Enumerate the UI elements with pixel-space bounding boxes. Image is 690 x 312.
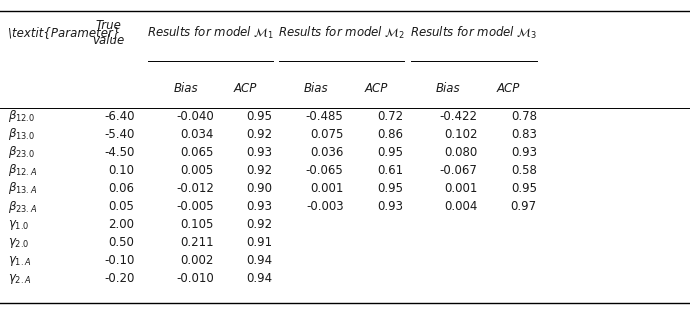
- Text: $\beta_{23.0}$: $\beta_{23.0}$: [8, 144, 35, 160]
- Text: 0.92: 0.92: [246, 218, 273, 231]
- Text: -0.010: -0.010: [176, 272, 214, 285]
- Text: $\beta_{23.A}$: $\beta_{23.A}$: [8, 198, 37, 215]
- Text: 0.001: 0.001: [444, 182, 477, 195]
- Text: Results for model $\mathcal{M}_1$: Results for model $\mathcal{M}_1$: [147, 25, 274, 41]
- Text: 0.036: 0.036: [310, 146, 344, 159]
- Text: -0.003: -0.003: [306, 200, 344, 213]
- Text: -0.005: -0.005: [176, 200, 214, 213]
- Text: Results for model $\mathcal{M}_2$: Results for model $\mathcal{M}_2$: [278, 25, 405, 41]
- Text: -6.40: -6.40: [104, 110, 135, 123]
- Text: 0.105: 0.105: [181, 218, 214, 231]
- Text: 0.005: 0.005: [181, 164, 214, 177]
- Text: -0.20: -0.20: [104, 272, 135, 285]
- Text: 0.58: 0.58: [511, 164, 537, 177]
- Text: -0.040: -0.040: [176, 110, 214, 123]
- Text: 0.06: 0.06: [108, 182, 135, 195]
- Text: 0.95: 0.95: [377, 182, 404, 195]
- Text: -5.40: -5.40: [104, 128, 135, 141]
- Text: 0.075: 0.075: [310, 128, 344, 141]
- Text: -0.485: -0.485: [306, 110, 344, 123]
- Text: -0.065: -0.065: [306, 164, 344, 177]
- Text: $\gamma_{2.A}$: $\gamma_{2.A}$: [8, 272, 32, 286]
- Text: $\gamma_{1.0}$: $\gamma_{1.0}$: [8, 218, 30, 232]
- Text: 0.94: 0.94: [246, 254, 273, 267]
- Text: 0.83: 0.83: [511, 128, 537, 141]
- Text: -0.10: -0.10: [104, 254, 135, 267]
- Text: 0.95: 0.95: [377, 146, 404, 159]
- Text: 0.86: 0.86: [377, 128, 404, 141]
- Text: 0.93: 0.93: [377, 200, 404, 213]
- Text: 2.00: 2.00: [108, 218, 135, 231]
- Text: 0.95: 0.95: [246, 110, 273, 123]
- Text: $\beta_{13.0}$: $\beta_{13.0}$: [8, 126, 35, 142]
- Text: 0.211: 0.211: [180, 236, 214, 249]
- Text: 0.92: 0.92: [246, 164, 273, 177]
- Text: 0.93: 0.93: [246, 200, 273, 213]
- Text: Bias: Bias: [436, 82, 461, 95]
- Text: $\beta_{12.0}$: $\beta_{12.0}$: [8, 108, 35, 124]
- Text: 0.93: 0.93: [246, 146, 273, 159]
- Text: 0.102: 0.102: [444, 128, 477, 141]
- Text: 0.05: 0.05: [109, 200, 135, 213]
- Text: Results for model $\mathcal{M}_3$: Results for model $\mathcal{M}_3$: [410, 25, 538, 41]
- Text: 0.72: 0.72: [377, 110, 404, 123]
- Text: Bias: Bias: [173, 82, 198, 95]
- Text: -4.50: -4.50: [104, 146, 135, 159]
- Text: 0.93: 0.93: [511, 146, 537, 159]
- Text: -0.422: -0.422: [440, 110, 477, 123]
- Text: 0.92: 0.92: [246, 128, 273, 141]
- Text: -0.067: -0.067: [440, 164, 477, 177]
- Text: ACP: ACP: [497, 82, 520, 95]
- Text: 0.61: 0.61: [377, 164, 404, 177]
- Text: 0.90: 0.90: [246, 182, 273, 195]
- Text: 0.50: 0.50: [109, 236, 135, 249]
- Text: 0.080: 0.080: [444, 146, 477, 159]
- Text: ACP: ACP: [233, 82, 257, 95]
- Text: 0.004: 0.004: [444, 200, 477, 213]
- Text: 0.95: 0.95: [511, 182, 537, 195]
- Text: $\gamma_{1.A}$: $\gamma_{1.A}$: [8, 254, 32, 268]
- Text: 0.10: 0.10: [108, 164, 135, 177]
- Text: $\beta_{12.A}$: $\beta_{12.A}$: [8, 162, 37, 178]
- Text: Bias: Bias: [304, 82, 328, 95]
- Text: 0.91: 0.91: [246, 236, 273, 249]
- Text: 0.94: 0.94: [246, 272, 273, 285]
- Text: 0.034: 0.034: [181, 128, 214, 141]
- Text: -0.012: -0.012: [176, 182, 214, 195]
- Text: \textit{Parameter}: \textit{Parameter}: [8, 26, 121, 39]
- Text: True
value: True value: [92, 19, 124, 47]
- Text: $\gamma_{2.0}$: $\gamma_{2.0}$: [8, 236, 30, 250]
- Text: $\beta_{13.A}$: $\beta_{13.A}$: [8, 180, 37, 197]
- Text: 0.065: 0.065: [181, 146, 214, 159]
- Text: 0.97: 0.97: [511, 200, 537, 213]
- Text: 0.78: 0.78: [511, 110, 537, 123]
- Text: 0.002: 0.002: [181, 254, 214, 267]
- Text: 0.001: 0.001: [310, 182, 344, 195]
- Text: ACP: ACP: [364, 82, 388, 95]
